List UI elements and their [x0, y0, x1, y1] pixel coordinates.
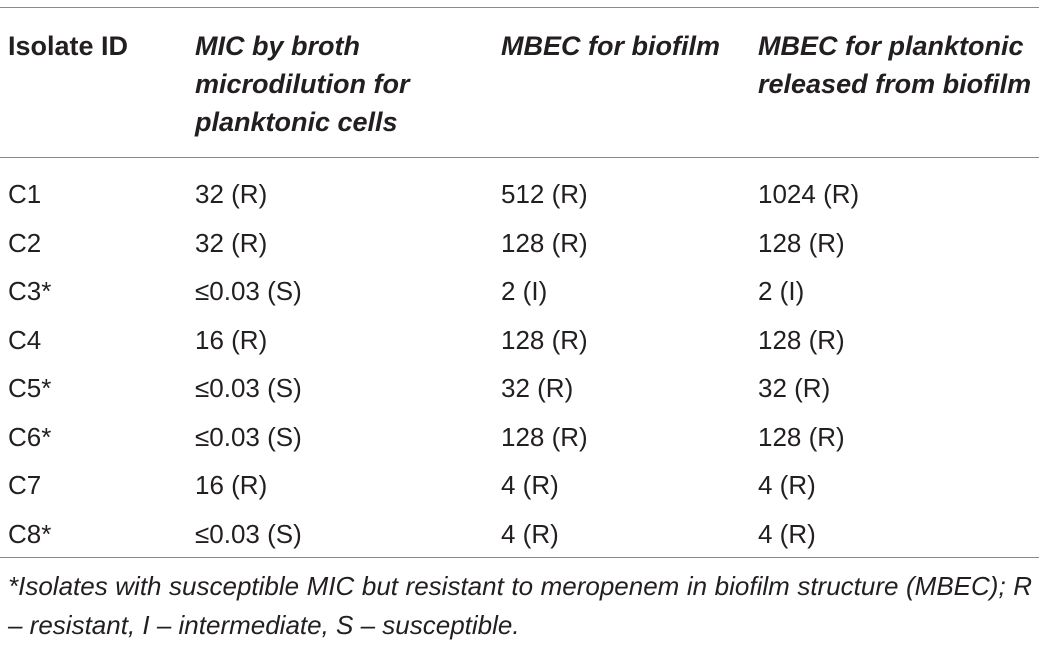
cell-mic: ≤0.03 (S) [195, 276, 302, 306]
table-row: C5* ≤0.03 (S) 32 (R) 32 (R) [0, 364, 1039, 413]
cell-mic: ≤0.03 (S) [195, 421, 302, 452]
table-top-rule [0, 7, 1039, 8]
cell-mic: ≤0.03 (S) [195, 373, 302, 403]
cell-mbec-planktonic: 4 (R) [758, 470, 816, 500]
table-header-rule [0, 157, 1039, 158]
cell-mbec-biofilm: 128 (R) [501, 227, 588, 258]
cell-isolate-id: C7 [8, 470, 42, 500]
table-row: C4 16 (R) 128 (R) 128 (R) [0, 316, 1039, 365]
cell-isolate-id: C6* [8, 421, 52, 452]
cell-mic: 16 (R) [195, 470, 268, 500]
cell-mbec-biofilm: 4 (R) [501, 470, 559, 500]
cell-isolate-id: C4 [8, 324, 42, 355]
cell-mbec-biofilm: 4 (R) [501, 518, 559, 549]
table-row: C2 32 (R) 128 (R) 128 (R) [0, 219, 1039, 268]
cell-mic: 32 (R) [195, 227, 268, 258]
cell-mbec-planktonic: 2 (I) [758, 276, 805, 306]
header-isolate-id: Isolate ID [8, 31, 129, 61]
table-bottom-rule [0, 557, 1039, 558]
table-row: C6* ≤0.03 (S) 128 (R) 128 (R) [0, 413, 1039, 462]
cell-isolate-id: C5* [8, 373, 52, 403]
cell-mbec-biofilm: 32 (R) [501, 373, 574, 403]
table-body: C1 32 (R) 512 (R) 1024 (R) C2 32 (R) 128… [0, 170, 1039, 558]
cell-mbec-planktonic: 1024 (R) [758, 179, 860, 209]
cell-mbec-planktonic: 128 (R) [758, 421, 845, 452]
cell-mbec-biofilm: 128 (R) [501, 324, 588, 355]
cell-mbec-planktonic: 4 (R) [758, 518, 816, 549]
cell-mbec-planktonic: 128 (R) [758, 324, 845, 355]
cell-mbec-planktonic: 128 (R) [758, 227, 845, 258]
table-row: C3* ≤0.03 (S) 2 (I) 2 (I) [0, 267, 1039, 316]
cell-mbec-biofilm: 512 (R) [501, 179, 588, 209]
cell-isolate-id: C2 [8, 227, 42, 258]
table-footnote: *Isolates with susceptible MIC but resis… [8, 571, 1032, 640]
cell-isolate-id: C8* [8, 518, 52, 549]
header-mbec-biofilm: MBEC for biofilm [501, 31, 720, 61]
cell-mbec-biofilm: 2 (I) [501, 276, 548, 306]
cell-mic: 16 (R) [195, 324, 268, 355]
cell-mbec-planktonic: 32 (R) [758, 373, 831, 403]
cell-isolate-id: C3* [8, 276, 52, 306]
table-row: C7 16 (R) 4 (R) 4 (R) [0, 461, 1039, 510]
cell-mbec-biofilm: 128 (R) [501, 421, 588, 452]
table-row: C8* ≤0.03 (S) 4 (R) 4 (R) [0, 510, 1039, 559]
table-row: C1 32 (R) 512 (R) 1024 (R) [0, 170, 1039, 219]
cell-mic: 32 (R) [195, 179, 268, 209]
cell-isolate-id: C1 [8, 179, 42, 209]
header-mbec-planktonic-released: MBEC for planktonic released from biofil… [758, 31, 1032, 99]
header-mic-broth-microdilution: MIC by broth microdilution for planktoni… [195, 31, 410, 137]
cell-mic: ≤0.03 (S) [195, 518, 302, 549]
